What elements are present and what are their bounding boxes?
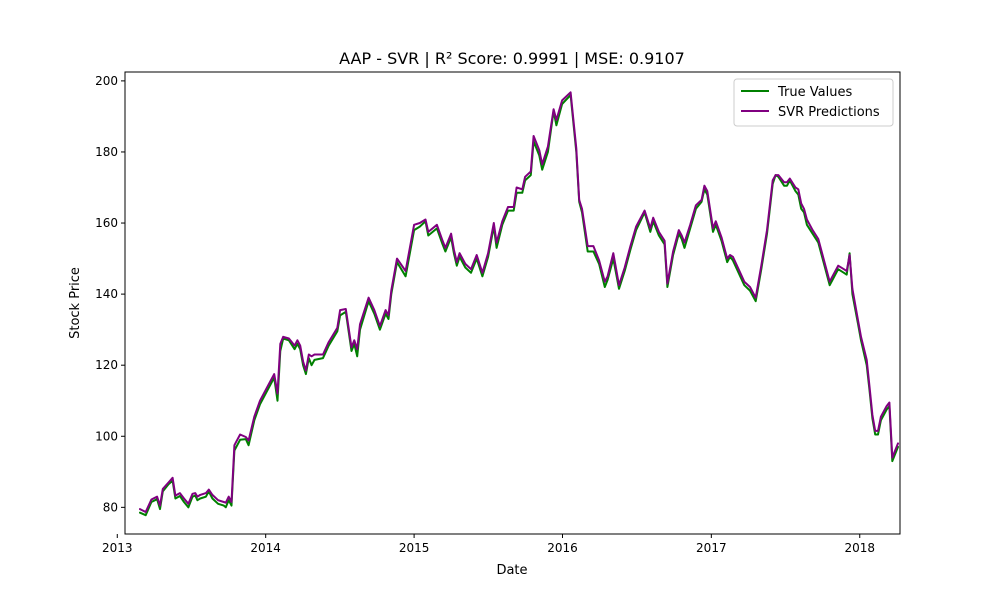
x-tick-label: 2013 xyxy=(102,541,133,555)
series-line-svr-predictions xyxy=(139,91,899,513)
legend: True Values SVR Predictions xyxy=(733,78,894,127)
plot-frame xyxy=(124,71,901,535)
y-tick-label: 80 xyxy=(103,500,118,514)
y-axis-label: Stock Price xyxy=(68,267,83,339)
x-tick-label: 2017 xyxy=(696,541,727,555)
legend-label-svr-predictions: SVR Predictions xyxy=(778,105,880,120)
y-tick-label: 200 xyxy=(95,74,118,88)
x-tick-label: 2014 xyxy=(250,541,281,555)
plot-area xyxy=(124,71,901,535)
chart-title: AAP - SVR | R² Score: 0.9991 | MSE: 0.91… xyxy=(339,49,685,68)
x-axis-label: Date xyxy=(496,563,527,578)
x-tick-label: 2018 xyxy=(844,541,875,555)
y-axis: 80 100 120 140 160 180 200 xyxy=(95,74,125,514)
y-tick-label: 140 xyxy=(95,287,118,301)
y-tick-label: 160 xyxy=(95,216,118,230)
legend-label-true-values: True Values xyxy=(777,85,852,100)
y-tick-label: 180 xyxy=(95,145,118,159)
y-tick-label: 100 xyxy=(95,429,118,443)
y-tick-label: 120 xyxy=(95,358,118,372)
x-tick-label: 2015 xyxy=(399,541,430,555)
x-axis: 2013 2014 2015 2016 2017 2018 xyxy=(102,534,875,555)
x-tick-label: 2016 xyxy=(547,541,578,555)
series-layer xyxy=(139,91,899,517)
legend-box xyxy=(733,78,894,127)
